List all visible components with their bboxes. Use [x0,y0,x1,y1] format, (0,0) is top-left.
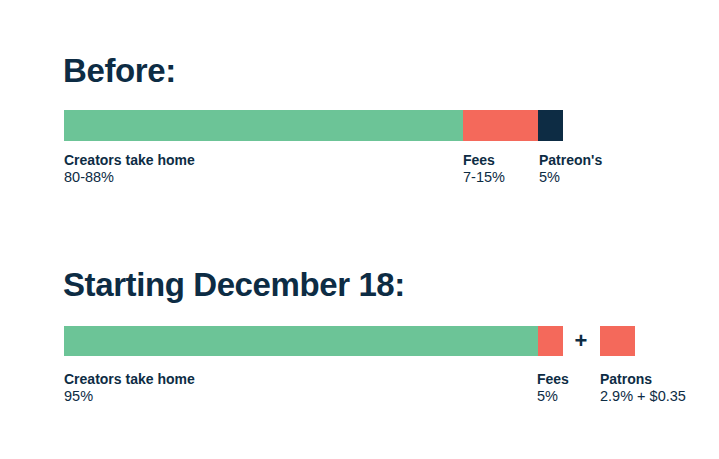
label-name: Fees [537,371,569,388]
after-label-patrons: Patrons 2.9% + $0.35 [600,371,686,405]
label-value: 5% [539,169,602,186]
after-stacked-bar [64,326,563,356]
label-name: Creators take home [64,152,195,169]
plus-icon: + [570,326,592,356]
before-bar-segment-fees [463,110,538,141]
before-bar-segment-creators [64,110,463,141]
before-label-fees: Fees 7-15% [463,152,505,186]
label-name: Patreon's [539,152,602,169]
label-name: Creators take home [64,371,195,388]
before-bar-segment-patreon [538,110,563,141]
before-label-creators: Creators take home 80-88% [64,152,195,186]
after-label-fees: Fees 5% [537,371,569,405]
label-name: Patrons [600,371,686,388]
patreon-fee-infographic: Before: Creators take home 80-88% Fees 7… [0,0,719,459]
before-stacked-bar [64,110,563,141]
after-bar-segment-creators [64,326,538,356]
label-name: Fees [463,152,505,169]
after-bar-segment-fees [538,326,563,356]
label-value: 2.9% + $0.35 [600,388,686,405]
label-value: 80-88% [64,169,195,186]
before-label-patreons: Patreon's 5% [539,152,602,186]
label-value: 95% [64,388,195,405]
before-section-title: Before: [63,54,176,87]
patrons-square [600,326,635,356]
after-label-creators: Creators take home 95% [64,371,195,405]
label-value: 7-15% [463,169,505,186]
after-section-title: Starting December 18: [63,268,405,301]
label-value: 5% [537,388,569,405]
